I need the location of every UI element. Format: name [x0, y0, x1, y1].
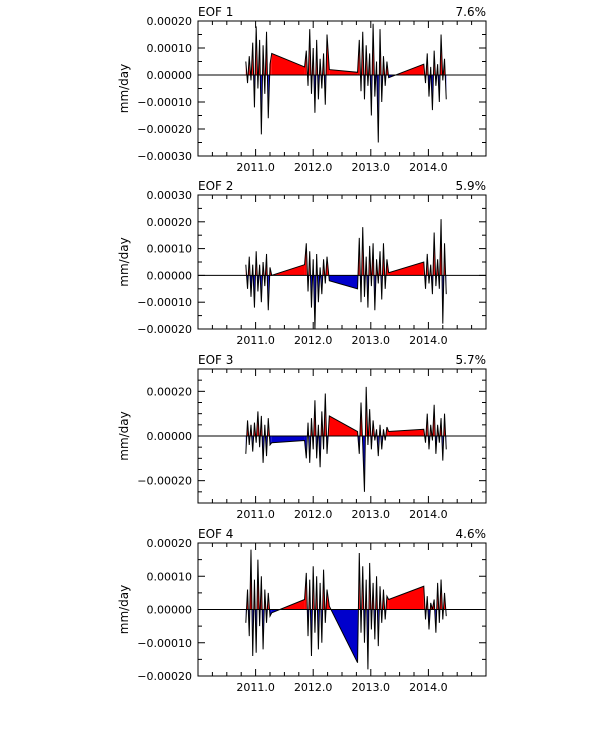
positive-area-94: [388, 586, 424, 610]
panel-title-left: EOF 3: [198, 353, 233, 367]
x-tick-label: 2011.0: [236, 681, 275, 694]
plot-frame: [197, 20, 487, 157]
y-tick-label: 0.00010: [147, 570, 193, 583]
panel-title-right: 4.6%: [456, 527, 487, 541]
y-tick-label: −0.00020: [137, 323, 192, 336]
y-tick-label: 0.00000: [147, 269, 193, 282]
x-tick-label: 2013.0: [352, 508, 391, 521]
y-tick-label: 0.00020: [147, 537, 193, 550]
y-tick-label: −0.00020: [137, 670, 192, 683]
y-tick-label: 0.00020: [147, 15, 193, 28]
y-tick-label: −0.00010: [137, 296, 192, 309]
positive-fill: [246, 386, 446, 436]
eof-panel-2: −0.00020 −0.00010 0.00000 0.00010 0.00020 0.0…: [117, 179, 487, 347]
y-tick-label: −0.00010: [137, 637, 192, 650]
y-tick-label: −0.00010: [137, 96, 192, 109]
eof-panel-1: −0.00030 −0.00020 −0.00010 0.00000 0.00010 0.…: [117, 5, 487, 174]
y-tick-label: 0.00010: [147, 42, 193, 55]
x-tick-label: 2014.0: [409, 508, 448, 521]
negative-area-57: [329, 275, 358, 289]
y-tick-label: −0.00020: [137, 475, 192, 488]
x-tick-label: 2011.0: [236, 334, 275, 347]
panel-title-left: EOF 2: [198, 179, 233, 193]
y-tick-label: 0.00030: [147, 189, 193, 202]
y-tick-label: 0.00020: [147, 216, 193, 229]
panel-title-left: EOF 1: [198, 5, 233, 19]
x-tick-label: 2011.0: [236, 161, 275, 174]
y-tick-label: 0.00000: [147, 604, 193, 617]
positive-area-29: [271, 53, 305, 75]
negative-fill: [245, 436, 447, 492]
x-tick-label: 2014.0: [409, 334, 448, 347]
panel-title-right: 5.7%: [456, 353, 487, 367]
x-tick-label: 2012.0: [294, 334, 333, 347]
positive-fill: [245, 219, 446, 276]
x-tick-label: 2012.0: [294, 508, 333, 521]
series-line: [245, 549, 447, 670]
panel-title-right: 7.6%: [456, 5, 487, 19]
x-tick-label: 2013.0: [352, 161, 391, 174]
y-axis-label: mm/day: [117, 585, 131, 635]
negative-area-29: [271, 436, 305, 443]
positive-area-93: [388, 262, 424, 276]
panel-title-left: EOF 4: [198, 527, 233, 541]
x-tick-label: 2013.0: [352, 681, 391, 694]
series-line: [245, 386, 447, 492]
y-tick-label: −0.00020: [137, 123, 192, 136]
panel-title-right: 5.9%: [456, 179, 487, 193]
positive-area-92: [388, 429, 424, 436]
eof-panel-4: −0.00020 −0.00010 0.00000 0.00010 0.00020 201…: [117, 527, 487, 694]
negative-fill: [246, 75, 447, 143]
x-tick-label: 2011.0: [236, 508, 275, 521]
negative-fill: [246, 275, 447, 329]
eof-panel-3: −0.00020 0.00000 0.00020 2011.0 2012.0 2013.0…: [117, 353, 487, 521]
positive-fill: [246, 549, 446, 610]
x-tick-label: 2014.0: [409, 681, 448, 694]
y-axis-label: mm/day: [117, 411, 131, 461]
positive-area-56: [329, 69, 358, 75]
x-tick-label: 2014.0: [409, 161, 448, 174]
x-tick-label: 2013.0: [352, 334, 391, 347]
x-tick-label: 2012.0: [294, 681, 333, 694]
series-line: [245, 219, 447, 330]
y-tick-label: −0.00030: [137, 150, 192, 163]
y-tick-label: 0.00020: [147, 385, 193, 398]
y-axis-label: mm/day: [117, 237, 131, 287]
x-tick-label: 2012.0: [294, 161, 333, 174]
y-axis-label: mm/day: [117, 64, 131, 114]
y-tick-label: 0.00010: [147, 243, 193, 256]
y-tick-label: 0.00000: [147, 69, 193, 82]
y-tick-label: 0.00000: [147, 430, 193, 443]
positive-area-57: [329, 415, 358, 436]
series-line: [245, 23, 447, 143]
